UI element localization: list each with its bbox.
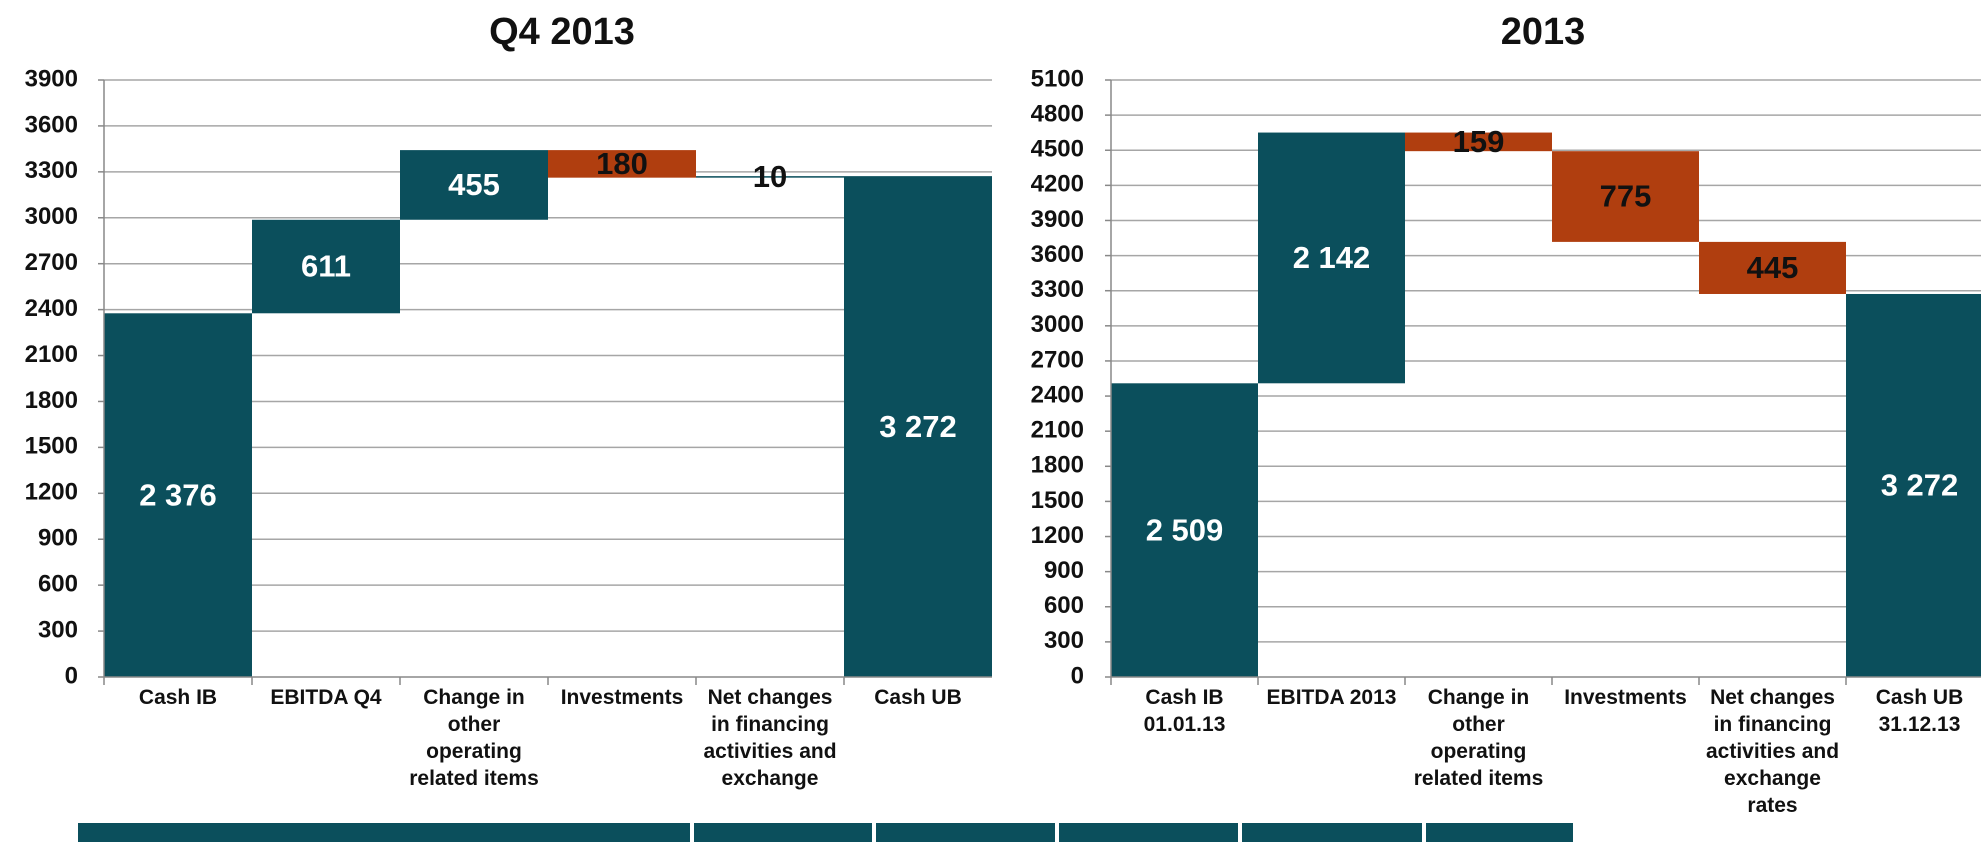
y-tick-label: 1500 [1031,487,1084,514]
x-tick-label: Cash IB 01.01.13 [1143,686,1226,736]
x-tick-label: Cash UB 31.12.13 [1875,686,1964,736]
x-tick-label: Investments [1564,686,1687,709]
bar [400,150,548,220]
y-tick-label: 600 [38,570,78,597]
y-tick-label: 2400 [25,295,78,322]
bar [252,219,400,314]
bar [696,176,844,178]
table-header [1059,823,1238,842]
table-header [876,823,1055,842]
data-label: 180 [596,146,648,181]
x-tick-label: Change in other operating related items [1413,686,1544,790]
data-label: 10 [753,159,787,194]
table-header [78,823,690,842]
x-tick-label: Cash UB [874,686,962,709]
table-header [1426,823,1573,842]
bar [1111,383,1258,677]
y-tick-label: 1500 [25,433,78,460]
y-tick-label: 0 [65,662,78,689]
y-tick-label: 3900 [1031,206,1084,233]
y-tick-label: 1200 [1031,522,1084,549]
bar [1846,293,1981,677]
data-label: 445 [1747,250,1799,285]
y-tick-label: 300 [38,616,78,643]
y-tick-label: 900 [38,525,78,552]
data-label: 159 [1453,124,1505,159]
bar [1258,132,1405,384]
y-tick-label: 1800 [25,387,78,414]
y-tick-label: 4200 [1031,171,1084,198]
y-tick-label: 5100 [1031,65,1084,92]
x-tick-label: Cash IB [138,686,218,709]
y-tick-label: 3000 [1031,311,1084,338]
table-header [1242,823,1422,842]
data-label: 2 376 [139,477,217,512]
bar [1405,132,1552,152]
bar [1552,151,1699,242]
y-tick-label: 0 [1071,662,1084,689]
y-tick-label: 600 [1044,592,1084,619]
data-label: 775 [1600,179,1652,214]
data-label: 455 [448,167,500,202]
y-tick-label: 4500 [1031,136,1084,163]
bar [1699,241,1846,294]
x-tick-label: Investments [560,686,684,709]
y-tick-label: 1800 [1031,452,1084,479]
y-tick-label: 300 [1044,627,1084,654]
y-tick-label: 1200 [25,479,78,506]
y-tick-label: 2400 [1031,381,1084,408]
y-tick-label: 2100 [1031,417,1084,444]
x-tick-label: EBITDA 2013 [1266,686,1397,709]
y-tick-label: 3600 [25,111,78,138]
chart-title: Q4 2013 [489,11,635,53]
bar [104,313,252,677]
y-tick-label: 4800 [1031,100,1084,127]
y-tick-label: 3300 [25,157,78,184]
y-tick-label: 3300 [1031,276,1084,303]
y-tick-label: 2700 [25,249,78,276]
data-label: 2 509 [1146,512,1224,547]
y-tick-label: 900 [1044,557,1084,584]
data-label: 3 272 [1881,468,1959,503]
x-tick-label: Net changes in financing activities and … [703,686,837,790]
y-tick-label: 2700 [1031,346,1084,373]
x-tick-label: EBITDA Q4 [270,686,382,709]
x-tick-label: Net changes in financing activities and … [1705,686,1840,817]
x-tick-label: Change in other operating related items [409,686,539,790]
bar [548,150,696,178]
y-tick-label: 3600 [1031,241,1084,268]
y-tick-label: 2100 [25,341,78,368]
bar [844,176,992,677]
data-label: 611 [301,249,351,284]
y-tick-label: 3000 [25,203,78,230]
data-label: 2 142 [1293,240,1371,275]
chart-title: 2013 [1501,11,1586,53]
table-header [694,823,872,842]
data-label: 3 272 [879,409,957,444]
y-tick-label: 3900 [25,65,78,92]
